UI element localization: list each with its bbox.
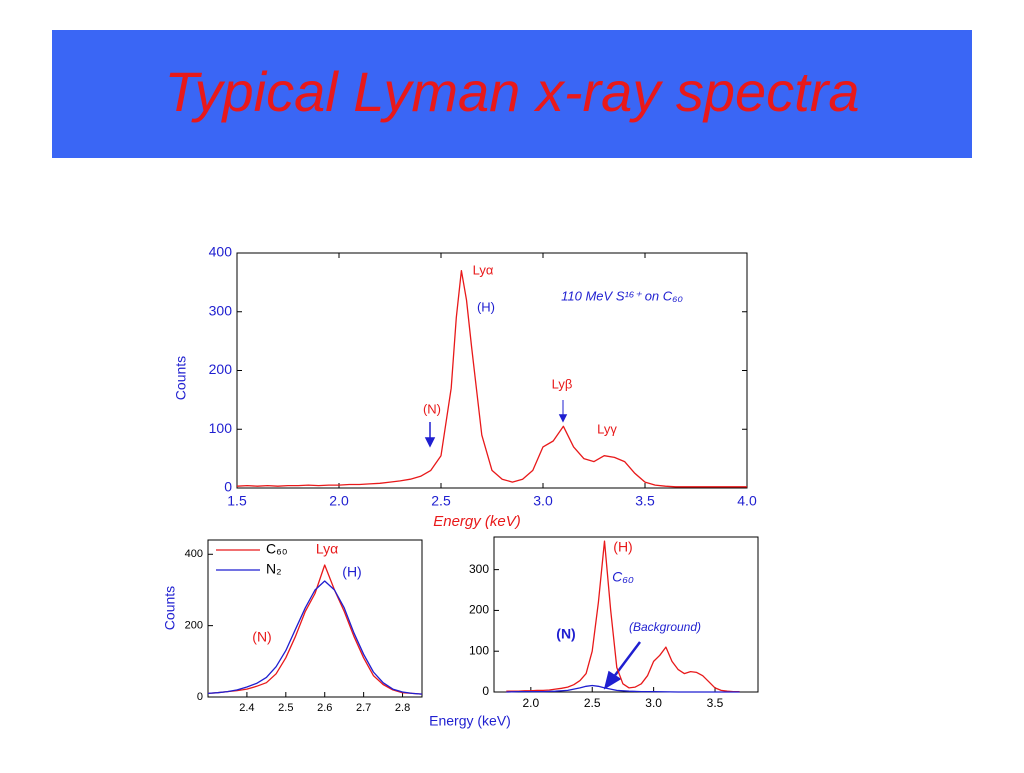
y-axis-label: Counts bbox=[162, 586, 178, 630]
y-tick-label: 300 bbox=[469, 562, 489, 576]
spectrum-line bbox=[236, 269, 747, 488]
y-tick-label: 100 bbox=[469, 643, 489, 657]
plot-frame bbox=[493, 536, 759, 693]
y-tick-label: 300 bbox=[209, 302, 233, 318]
x-axis-label: Energy (keV) bbox=[429, 713, 511, 729]
arrow-head bbox=[558, 414, 568, 423]
x-tick-label: 2.7 bbox=[356, 702, 371, 714]
title-banner bbox=[52, 30, 972, 158]
y-tick-label: 0 bbox=[482, 684, 489, 698]
annotation: (N) bbox=[252, 629, 271, 645]
annotation: (H) bbox=[342, 564, 361, 580]
x-tick-label: 2.0 bbox=[522, 696, 539, 710]
arrow-head bbox=[603, 670, 622, 690]
x-tick-label: 3.0 bbox=[533, 493, 553, 509]
x-tick-label: 4.0 bbox=[737, 493, 757, 509]
annotation: (Background) bbox=[629, 620, 701, 634]
x-tick-label: 1.5 bbox=[227, 493, 247, 509]
annotation: (H) bbox=[477, 299, 495, 314]
x-tick-label: 2.5 bbox=[278, 702, 293, 714]
y-tick-label: 400 bbox=[209, 244, 233, 260]
annotation: Lyγ bbox=[597, 421, 617, 436]
annotation: Lyα bbox=[316, 541, 338, 557]
annotation: C₆₀ bbox=[612, 569, 634, 585]
spectrum-line bbox=[207, 564, 423, 695]
plot-frame bbox=[207, 539, 423, 698]
y-tick-label: 400 bbox=[185, 548, 203, 560]
x-tick-label: 2.6 bbox=[317, 702, 332, 714]
y-tick-label: 200 bbox=[185, 620, 203, 632]
slide-title: Typical Lyman x-ray spectra bbox=[164, 60, 859, 123]
y-tick-label: 200 bbox=[209, 361, 233, 377]
annotation: (H) bbox=[613, 539, 632, 555]
annotation: (N) bbox=[423, 401, 441, 416]
spectrum-line bbox=[207, 580, 423, 695]
spectrum-line bbox=[506, 684, 740, 693]
y-tick-label: 100 bbox=[209, 420, 233, 436]
annotation: Lyα bbox=[473, 262, 494, 277]
y-tick-label: 0 bbox=[224, 479, 232, 495]
y-tick-label: 200 bbox=[469, 603, 489, 617]
x-tick-label: 2.5 bbox=[584, 696, 601, 710]
annotation: 110 MeV S¹⁶⁺ on C₆₀ bbox=[561, 288, 683, 303]
arrows bbox=[424, 400, 641, 690]
x-tick-label: 3.5 bbox=[635, 493, 655, 509]
y-tick-label: 0 bbox=[197, 691, 203, 703]
x-tick-label: 2.4 bbox=[239, 702, 254, 714]
x-tick-label: 2.0 bbox=[329, 493, 349, 509]
x-tick-label: 3.0 bbox=[645, 696, 662, 710]
annotation: (N) bbox=[556, 626, 575, 642]
legend-label: N₂ bbox=[266, 561, 282, 577]
annotation: Lyβ bbox=[552, 376, 573, 391]
arrow-head bbox=[424, 437, 436, 448]
arrow bbox=[612, 641, 641, 679]
y-axis-label: Counts bbox=[173, 356, 189, 400]
spectrum-line bbox=[506, 540, 740, 693]
x-tick-label: 2.5 bbox=[431, 493, 451, 509]
legend-label: C₆₀ bbox=[266, 541, 288, 557]
x-axis-label: Energy (keV) bbox=[433, 513, 521, 530]
x-tick-label: 2.8 bbox=[395, 702, 410, 714]
x-tick-label: 3.5 bbox=[707, 696, 724, 710]
